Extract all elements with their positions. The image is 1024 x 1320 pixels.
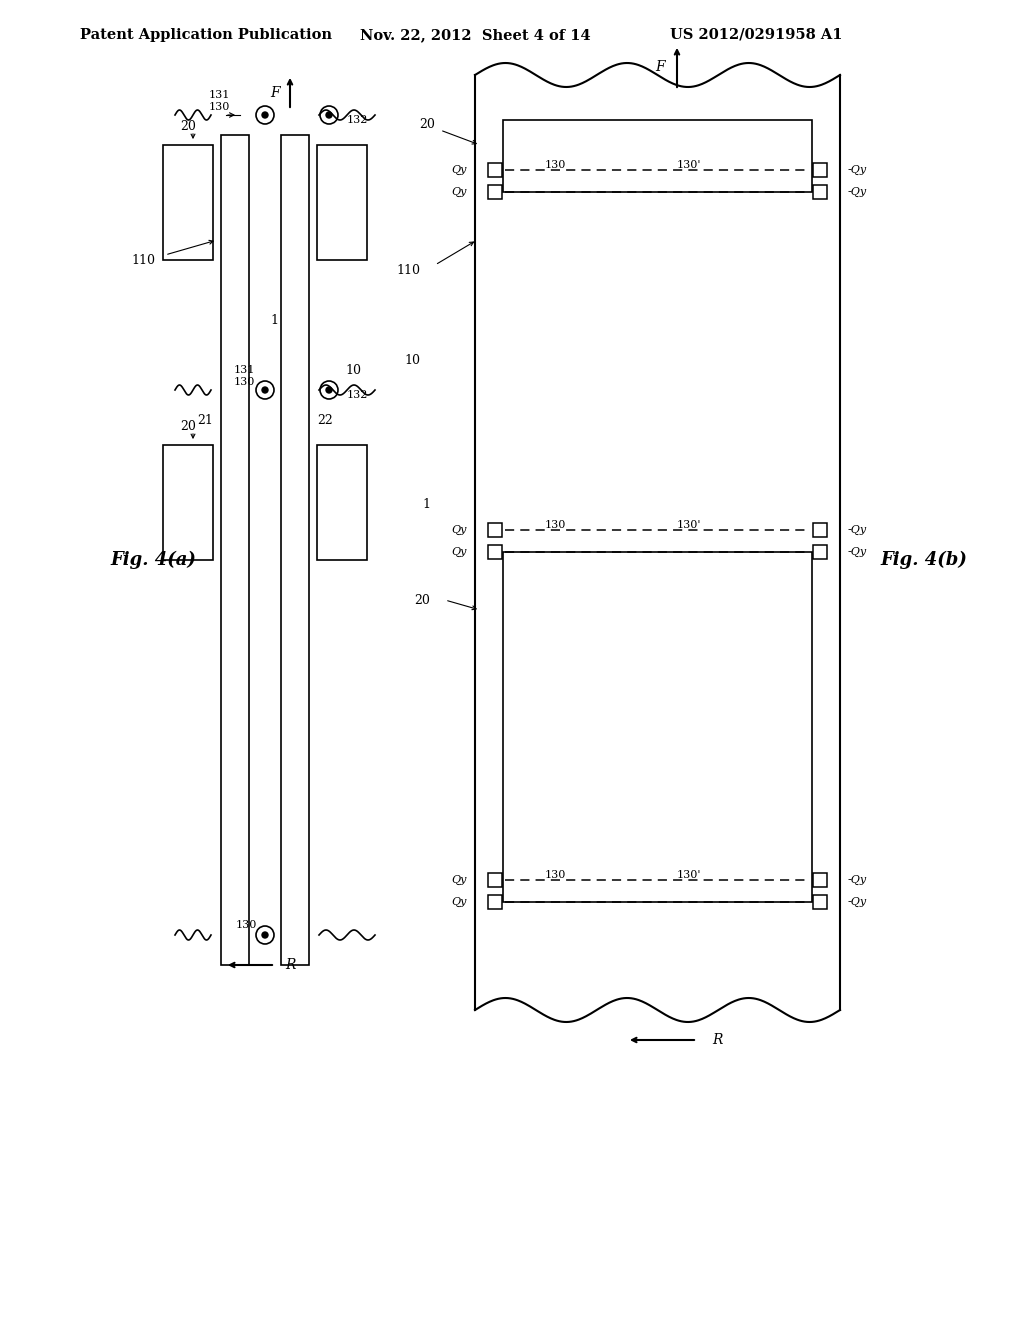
- Text: 130: 130: [545, 520, 566, 531]
- Text: 10: 10: [345, 363, 361, 376]
- Text: 130: 130: [545, 160, 566, 170]
- Text: Qy: Qy: [452, 546, 467, 557]
- Text: -Qy: -Qy: [848, 525, 867, 535]
- Bar: [488, 185, 502, 199]
- Text: -Qy: -Qy: [848, 898, 867, 907]
- Text: -Qy: -Qy: [848, 187, 867, 197]
- Text: 131: 131: [233, 366, 255, 375]
- Text: F: F: [270, 86, 280, 100]
- Text: Nov. 22, 2012  Sheet 4 of 14: Nov. 22, 2012 Sheet 4 of 14: [360, 28, 591, 42]
- Bar: [813, 185, 827, 199]
- Bar: [813, 873, 827, 887]
- Text: 130: 130: [209, 102, 230, 112]
- Text: 130': 130': [677, 520, 701, 531]
- Bar: [488, 162, 502, 177]
- Bar: [317, 445, 367, 560]
- Text: 130: 130: [236, 920, 257, 931]
- Text: Qy: Qy: [452, 187, 467, 197]
- Circle shape: [326, 387, 332, 393]
- Bar: [488, 895, 502, 909]
- Circle shape: [262, 112, 268, 117]
- Bar: [503, 120, 812, 191]
- Text: Qy: Qy: [452, 165, 467, 176]
- Text: -Qy: -Qy: [848, 546, 867, 557]
- Text: 110: 110: [131, 253, 155, 267]
- Text: Qy: Qy: [452, 525, 467, 535]
- Text: US 2012/0291958 A1: US 2012/0291958 A1: [670, 28, 843, 42]
- Text: 131: 131: [209, 90, 230, 100]
- Bar: [813, 545, 827, 558]
- Bar: [488, 545, 502, 558]
- Text: 130': 130': [677, 160, 701, 170]
- Circle shape: [262, 932, 268, 939]
- Text: -Qy: -Qy: [848, 875, 867, 884]
- Text: F: F: [655, 59, 665, 74]
- Bar: [317, 145, 367, 260]
- Circle shape: [326, 112, 332, 117]
- Text: 132: 132: [347, 115, 369, 125]
- Text: Qy: Qy: [452, 875, 467, 884]
- Text: 10: 10: [404, 354, 420, 367]
- Circle shape: [262, 387, 268, 393]
- Text: 1: 1: [422, 499, 430, 511]
- Text: 22: 22: [317, 413, 333, 426]
- Text: Patent Application Publication: Patent Application Publication: [80, 28, 332, 42]
- Text: 20: 20: [414, 594, 430, 606]
- Text: 132: 132: [347, 389, 369, 400]
- Text: Qy: Qy: [452, 898, 467, 907]
- Text: 130: 130: [233, 378, 255, 387]
- Bar: [503, 552, 812, 902]
- Bar: [813, 162, 827, 177]
- Text: Fig. 4(a): Fig. 4(a): [110, 550, 196, 569]
- Text: 110: 110: [396, 264, 420, 276]
- Text: R: R: [285, 958, 296, 972]
- Text: -Qy: -Qy: [848, 165, 867, 176]
- Text: 20: 20: [180, 120, 196, 133]
- Bar: [813, 895, 827, 909]
- Bar: [221, 135, 249, 965]
- Text: 21: 21: [198, 413, 213, 426]
- Bar: [488, 523, 502, 537]
- Text: Fig. 4(b): Fig. 4(b): [880, 550, 967, 569]
- Bar: [488, 873, 502, 887]
- Bar: [281, 135, 309, 965]
- Bar: [163, 145, 213, 260]
- Bar: [813, 523, 827, 537]
- Text: 130: 130: [545, 870, 566, 880]
- Text: 1: 1: [270, 314, 278, 326]
- Text: 20: 20: [180, 421, 196, 433]
- Text: 130': 130': [677, 870, 701, 880]
- Text: 20: 20: [419, 119, 435, 132]
- Text: R: R: [712, 1034, 723, 1047]
- Bar: [163, 445, 213, 560]
